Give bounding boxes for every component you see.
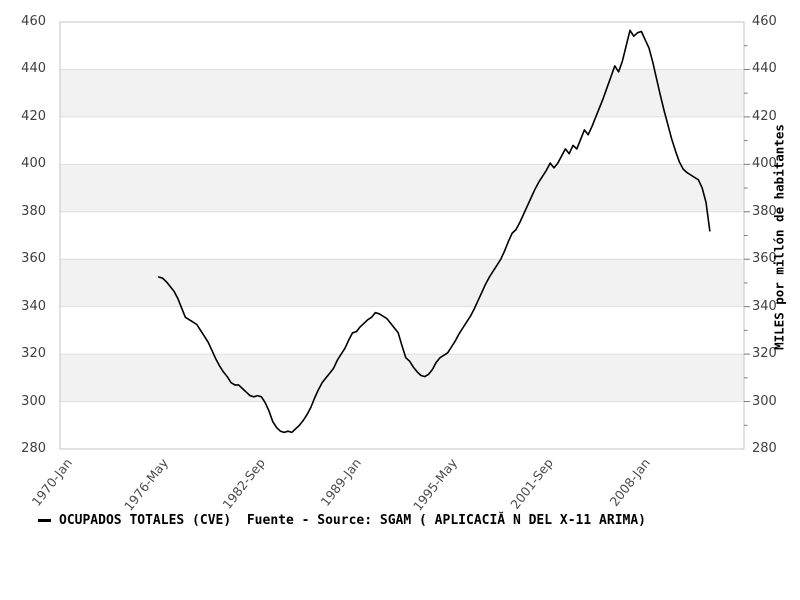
y-axis-label-left: 340	[21, 298, 46, 314]
y-axis-label-left: 460	[21, 14, 46, 29]
y-axis-label-right: 280	[752, 441, 777, 456]
y-axis-label-right: 300	[752, 393, 777, 409]
legend: OCUPADOS TOTALES (CVE) Fuente - Source: …	[38, 512, 646, 528]
y-axis-label-right: 420	[752, 108, 777, 124]
y-axis-label-right: 320	[752, 346, 777, 362]
y-axis-label-left: 320	[21, 346, 46, 362]
data-line	[158, 29, 711, 434]
y-axis-label-left: 280	[21, 441, 46, 456]
y-axis-label-left: 440	[21, 61, 46, 77]
plot-band	[60, 259, 744, 307]
y-axis-label-left: 400	[21, 156, 46, 172]
plot-band	[60, 354, 744, 402]
y-axis-label-right: 340	[752, 298, 777, 314]
y-axis-label-left: 380	[21, 203, 46, 219]
y-axis-label-right: 440	[752, 61, 777, 77]
plot-band	[60, 164, 744, 212]
legend-label: OCUPADOS TOTALES (CVE) Fuente - Source: …	[59, 512, 646, 528]
y-axis-label-left: 300	[21, 393, 46, 409]
legend-line-marker-icon	[38, 518, 51, 522]
y-axis-label-right: 460	[752, 14, 777, 29]
plot-band	[60, 69, 744, 117]
y-axis-label-right: 360	[752, 251, 777, 267]
y-axis-label-left: 360	[21, 251, 46, 267]
y-axis-label-left: 420	[21, 108, 46, 124]
y-axis-label-right: 400	[752, 156, 777, 172]
right-axis-title: MILES por millón de habitantes	[771, 124, 787, 350]
y-axis-label-right: 380	[752, 203, 777, 219]
